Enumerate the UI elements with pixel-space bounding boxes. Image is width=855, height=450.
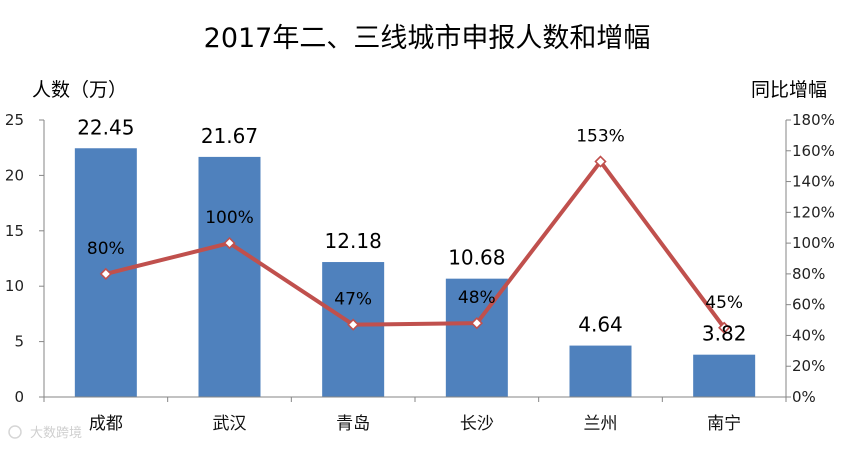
bar-label-1: 21.67 — [201, 124, 258, 148]
bar-5 — [693, 354, 756, 397]
x-tick-label-2: 青岛 — [336, 414, 370, 434]
bar-label-2: 12.18 — [325, 229, 382, 253]
right-tick-label-4: 80% — [792, 265, 825, 283]
right-tick-label-8: 160% — [792, 142, 835, 160]
bar-4 — [569, 345, 632, 397]
watermark-text: 大数跨境 — [30, 426, 82, 441]
left-tick-label-4: 20 — [5, 166, 24, 184]
data-labels: 22.45 21.67 12.18 10.68 4.64 3.82 80% 100% 47% 48… — [77, 115, 746, 345]
growth-line — [105, 159, 726, 329]
left-axis-title: 人数（万） — [32, 79, 127, 101]
line-point-4 — [594, 155, 607, 168]
bar-1 — [198, 156, 261, 397]
left-tick-label-3: 15 — [5, 222, 24, 240]
x-tick-label-4: 兰州 — [584, 414, 618, 434]
right-tick-label-5: 100% — [792, 234, 835, 252]
line-point-2 — [347, 318, 360, 331]
x-tick-label-3: 长沙 — [460, 414, 494, 434]
line-label-1: 100% — [205, 208, 254, 228]
bar-label-4: 4.64 — [578, 313, 623, 337]
left-tick-label-0: 0 — [14, 388, 24, 406]
right-tick-label-3: 60% — [792, 296, 825, 314]
line-point-1 — [223, 236, 236, 250]
bar-label-5: 3.82 — [702, 322, 747, 346]
line-series — [99, 155, 731, 334]
bar-label-3: 10.68 — [448, 246, 505, 270]
right-tick-label-0: 0% — [792, 388, 816, 406]
line-label-5: 45% — [705, 293, 743, 313]
watermark-logo-icon — [8, 425, 22, 439]
line-point-5 — [718, 321, 731, 334]
left-tick-label-2: 10 — [5, 277, 24, 295]
line-label-0: 80% — [87, 239, 125, 259]
right-tick-label-6: 120% — [792, 203, 835, 221]
line-label-4: 153% — [576, 127, 625, 147]
x-tick-label-1: 武汉 — [213, 414, 247, 434]
x-tick-label-0: 成都 — [89, 414, 123, 434]
bar-label-0: 22.45 — [77, 115, 134, 139]
right-tick-label-7: 140% — [792, 173, 835, 191]
line-point-3 — [470, 317, 483, 330]
right-tick-label-1: 20% — [792, 357, 825, 375]
right-axis-title: 同比增幅 — [751, 79, 827, 101]
left-tick-label-1: 5 — [14, 333, 24, 351]
line-point-0 — [99, 267, 112, 281]
chart-title: 2017年二、三线城市申报人数和增幅 — [204, 23, 651, 54]
right-tick-label-2: 40% — [792, 326, 825, 344]
x-tick-label-5: 南宁 — [707, 414, 741, 434]
left-tick-label-5: 25 — [5, 111, 24, 129]
watermark: 大数跨境 — [8, 425, 82, 441]
line-label-3: 48% — [458, 288, 496, 308]
line-label-2: 47% — [334, 290, 372, 310]
bar-series — [74, 148, 756, 397]
right-tick-label-9: 180% — [792, 111, 835, 129]
axes: 0 5 10 15 20 25 0% 20% 40% 60% 80% 100% 120% 140% 160%… — [5, 111, 835, 434]
